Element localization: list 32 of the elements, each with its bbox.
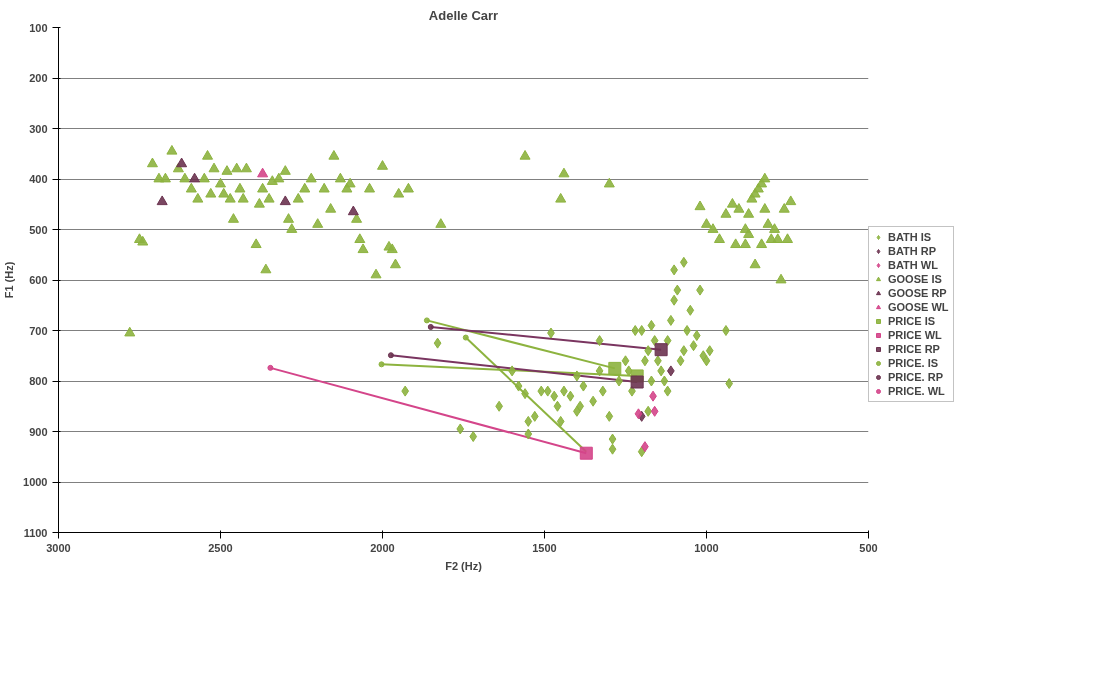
legend-label: GOOSE RP: [888, 287, 947, 299]
y-tick-label: 200: [29, 72, 48, 84]
x-tick-label: 2500: [208, 541, 233, 554]
x-tick-label: 1500: [532, 541, 557, 554]
x-tick-label: 2000: [370, 541, 395, 554]
y-tick-label: 600: [29, 274, 48, 286]
x-tick-label: 1000: [694, 541, 719, 554]
legend-label: PRICE IS: [888, 315, 936, 327]
legend-label: PRICE RP: [888, 343, 940, 355]
legend-label: GOOSE WL: [888, 301, 949, 313]
y-tick-label: 1100: [23, 526, 48, 539]
legend-label: BATH RP: [888, 245, 937, 257]
y-axis-title: F1 (Hz): [3, 261, 16, 299]
y-tick-label: 400: [29, 173, 48, 185]
x-tick-label: 500: [859, 541, 878, 554]
legend-label: PRICE. RP: [888, 371, 944, 383]
legend-label: GOOSE IS: [888, 273, 942, 285]
y-tick-label: 900: [29, 425, 48, 438]
chart-title: Adelle Carr: [428, 7, 499, 23]
legend-label: BATH WL: [888, 259, 938, 271]
legend-label: PRICE. WL: [888, 385, 945, 397]
y-tick-label: 700: [29, 324, 48, 337]
y-tick-label: 300: [29, 122, 48, 135]
y-tick-label: 100: [29, 21, 48, 34]
y-tick-label: 800: [29, 375, 48, 387]
x-axis-title: F2 (Hz): [445, 559, 483, 572]
x-tick-label: 3000: [46, 541, 71, 554]
y-tick-label: 1000: [23, 476, 48, 488]
legend-label: BATH IS: [888, 231, 932, 243]
legend-label: PRICE WL: [888, 329, 942, 341]
legend-label: PRICE. IS: [888, 357, 939, 369]
y-tick-label: 500: [29, 223, 48, 236]
